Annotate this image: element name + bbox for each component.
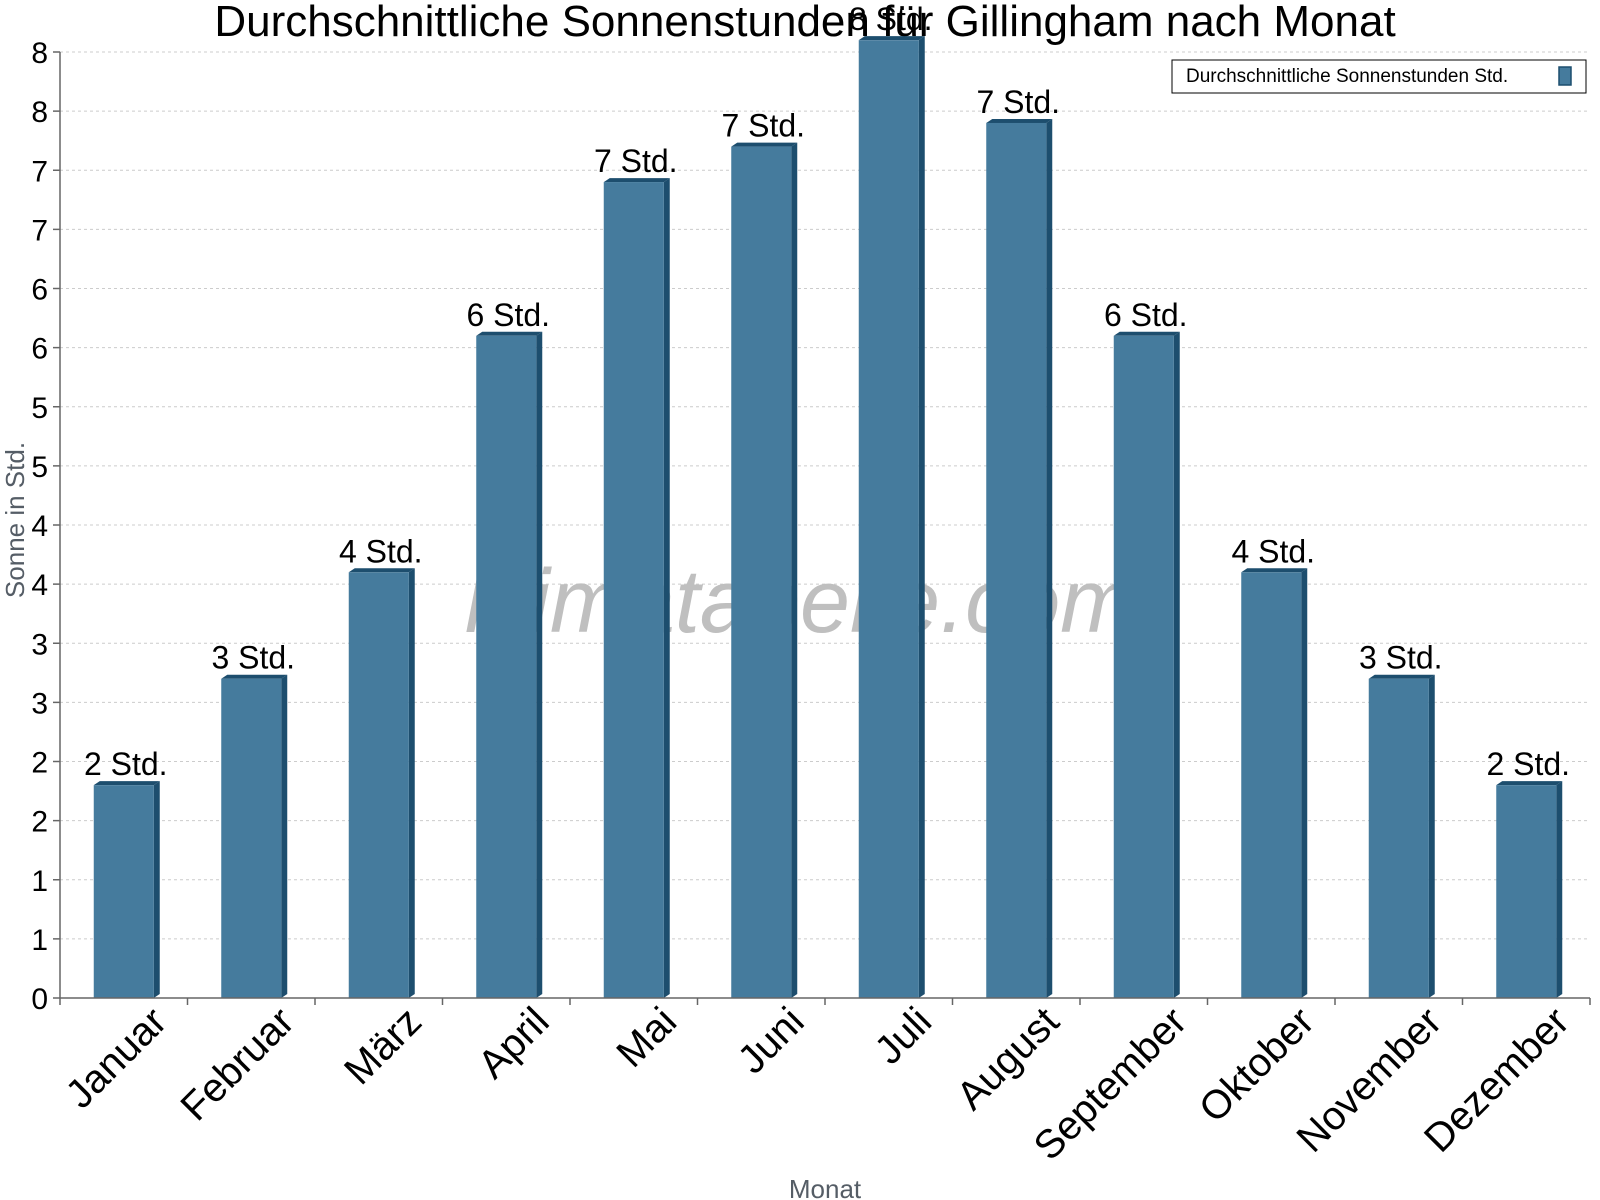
bar-top <box>348 568 415 573</box>
y-tick-label: 0 <box>31 983 48 1016</box>
y-tick-label: 8 <box>31 96 48 129</box>
bar-top <box>986 118 1053 123</box>
chart-title: Durchschnittliche Sonnenstunden für Gill… <box>214 0 1395 46</box>
y-tick-label: 6 <box>31 274 48 307</box>
bar-side <box>1173 331 1180 998</box>
x-axis-title: Monat <box>789 1174 862 1200</box>
y-axis-title: Sonne in Std. <box>0 442 30 598</box>
bar-top <box>476 331 543 336</box>
x-tick-label: April <box>470 999 558 1087</box>
bar-10: 4 Std. <box>1231 533 1315 998</box>
bar-front <box>1113 335 1174 998</box>
x-tick-label: Februar <box>172 999 302 1129</box>
bar-11: 3 Std. <box>1359 640 1443 998</box>
bar-front <box>348 572 409 998</box>
bar-front <box>1241 572 1302 998</box>
bar-top <box>603 178 670 183</box>
bar-front <box>603 182 664 998</box>
y-tick-label: 4 <box>31 510 48 543</box>
x-tick-label: August <box>948 999 1067 1118</box>
bar-4: 6 Std. <box>466 297 550 998</box>
bar-value-label: 2 Std. <box>1486 746 1570 782</box>
y-tick-label: 1 <box>31 865 48 898</box>
bar-value-label: 7 Std. <box>594 143 678 179</box>
bar-value-label: 7 Std. <box>721 108 805 144</box>
legend-box <box>1171 59 1587 94</box>
bar-side <box>1428 674 1435 998</box>
bar-front <box>731 146 792 999</box>
bar-side <box>153 781 160 998</box>
y-tick-label: 6 <box>31 333 48 366</box>
bar-front <box>1368 678 1429 998</box>
bars: 2 Std. 3 Std. 4 Std. 6 Std. 7 Std. 7 Std. 8 St… <box>84 1 1570 999</box>
bar-front <box>93 785 154 998</box>
y-tick-labels: 0 1 1 2 2 3 3 4 4 5 5 6 6 7 7 8 8 <box>31 37 48 1016</box>
bar-2: 3 Std. <box>211 640 295 998</box>
bar-value-label: 3 Std. <box>1359 640 1443 676</box>
y-tick-label: 5 <box>31 451 48 484</box>
bar-front <box>986 122 1047 998</box>
bar-side <box>663 178 670 998</box>
bar-value-label: 7 Std. <box>976 84 1060 120</box>
bar-value-label: 6 Std. <box>466 297 550 333</box>
y-tick-label: 2 <box>31 806 48 839</box>
bar-front <box>476 335 537 998</box>
bar-side <box>791 142 798 999</box>
x-tick-label: Oktober <box>1191 999 1323 1131</box>
x-tick-label: März <box>336 999 430 1093</box>
x-tick-label: Mai <box>608 999 685 1076</box>
bar-top <box>858 36 925 41</box>
x-tick-label: Juni <box>730 999 813 1082</box>
bar-9: 6 Std. <box>1104 297 1188 998</box>
y-tick-label: 4 <box>31 569 48 602</box>
legend-swatch <box>1558 66 1572 86</box>
bar-12: 2 Std. <box>1486 746 1570 998</box>
bar-top <box>1496 781 1563 786</box>
bar-5: 7 Std. <box>594 143 678 998</box>
bar-side <box>281 674 288 998</box>
bar-front <box>1496 785 1557 998</box>
bar-3: 4 Std. <box>339 533 423 998</box>
y-tick-label: 7 <box>31 214 48 247</box>
y-tick-label: 8 <box>31 37 48 70</box>
bar-side <box>918 36 925 999</box>
y-tick-label: 3 <box>31 687 48 720</box>
bar-6: 7 Std. <box>721 108 805 999</box>
bar-front <box>858 40 919 999</box>
bar-value-label: 2 Std. <box>84 746 168 782</box>
y-tick-label: 5 <box>31 392 48 425</box>
y-tick-label: 1 <box>31 924 48 957</box>
bar-value-label: 8 Std. <box>849 1 933 37</box>
bar-top <box>1368 674 1435 679</box>
bar-1: 2 Std. <box>84 746 168 998</box>
bar-7: 8 Std. <box>849 1 933 999</box>
bar-top <box>1241 568 1308 573</box>
legend-label: Durchschnittliche Sonnenstunden Std. <box>1186 66 1508 87</box>
bar-value-label: 4 Std. <box>1231 533 1315 569</box>
legend: Durchschnittliche Sonnenstunden Std. <box>1171 59 1587 94</box>
bar-side <box>1046 118 1053 998</box>
bar-top <box>1113 331 1180 336</box>
bar-front <box>221 678 282 998</box>
x-tick-label: Januar <box>58 999 176 1117</box>
bar-8: 7 Std. <box>976 84 1060 998</box>
axes <box>53 51 1591 1005</box>
bar-value-label: 3 Std. <box>211 640 295 676</box>
bar-value-label: 4 Std. <box>339 533 423 569</box>
bar-side <box>1301 568 1308 998</box>
y-tick-label: 3 <box>31 628 48 661</box>
y-tick-label: 7 <box>31 155 48 188</box>
bar-top <box>93 781 160 786</box>
bar-side <box>536 331 543 998</box>
bar-top <box>221 674 288 679</box>
bar-top <box>731 142 798 147</box>
bar-value-label: 6 Std. <box>1104 297 1188 333</box>
grid-lines <box>60 51 1590 940</box>
bar-side <box>1556 781 1563 998</box>
x-tick-label: Juli <box>867 999 941 1073</box>
bar-side <box>408 568 415 998</box>
y-tick-label: 2 <box>31 747 48 780</box>
